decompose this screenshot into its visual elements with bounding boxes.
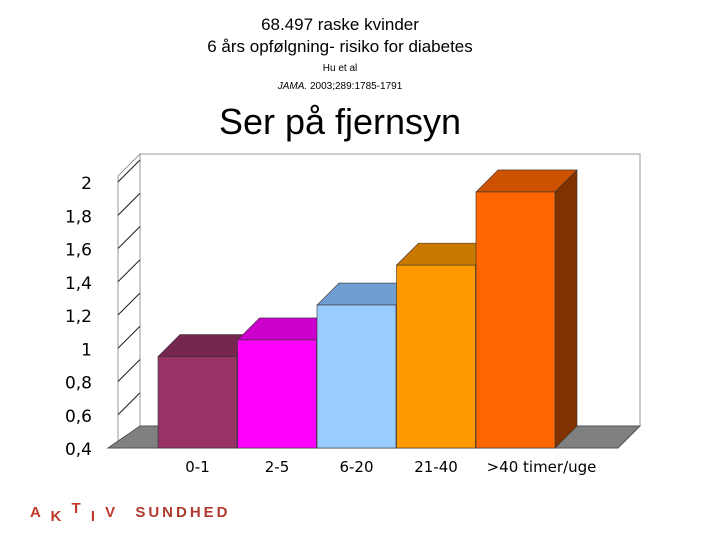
gridline-depth [117, 192, 141, 216]
y-tick-label: 1,2 [65, 307, 92, 327]
x-tick-label: 6-20 [339, 458, 373, 476]
gridline-depth [117, 226, 141, 249]
gridline-depth [117, 325, 141, 349]
bar [157, 356, 238, 449]
x-tick-label: 21-40 [414, 458, 458, 476]
title-block: 68.497 raske kvinder 6 års opfølgning- r… [0, 14, 680, 94]
y-tick-label: 1,4 [65, 274, 92, 294]
gridline-depth [117, 159, 141, 183]
bar [237, 339, 317, 449]
y-tick-label: 0,4 [65, 440, 92, 460]
y-tick-label: 1,6 [65, 241, 92, 261]
citation-numbers: 2003;289:1785-1791 [309, 81, 403, 92]
chart-title: Ser på fjernsyn [218, 101, 462, 142]
y-tick-label: 0,6 [65, 407, 92, 427]
brand-letter-i: I [90, 508, 98, 525]
brand-letter-v: V [105, 504, 119, 521]
y-tick-label: 1,8 [65, 207, 92, 227]
title-line-2: 6 års opfølgning- risiko for diabetes [207, 37, 473, 56]
x-tick-label: 0-1 [185, 458, 210, 476]
x-tick-label: 2-5 [265, 458, 290, 476]
y-tick-label: 0,8 [65, 374, 92, 394]
bar [316, 304, 397, 449]
gridline-depth [117, 259, 141, 283]
brand-letter-k: K [50, 508, 65, 525]
bar [475, 191, 556, 449]
brand-letter-t: T [71, 500, 84, 517]
bar-side [554, 169, 578, 449]
citation-author: Hu et al [322, 63, 358, 74]
y-tick-label: 1 [81, 340, 92, 360]
citation-reference: JAMA. 2003;289:1785-1791 [0, 80, 680, 94]
brand-name: SUNDHED [135, 504, 231, 521]
gridline-depth [117, 392, 141, 416]
bar [396, 264, 476, 449]
brand-logo: A K T I V SUNDHED [30, 500, 231, 525]
brand-letter-a: A [30, 504, 44, 521]
citation-journal: JAMA. [277, 81, 308, 92]
y-tick-label: 2 [81, 174, 92, 194]
gridline-depth [117, 292, 141, 316]
title-line-1: 68.497 raske kvinder [261, 15, 419, 34]
gridline-depth [117, 359, 141, 382]
x-tick-label: >40 timer/uge [487, 458, 597, 476]
